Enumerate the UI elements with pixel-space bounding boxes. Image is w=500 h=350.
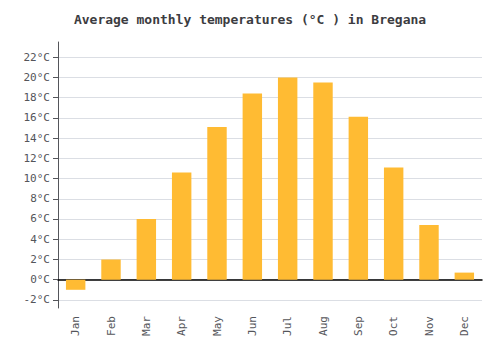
svg-text:0°C: 0°C xyxy=(30,273,50,286)
svg-text:22°C: 22°C xyxy=(24,51,51,64)
svg-text:-2°C: -2°C xyxy=(24,293,51,306)
svg-text:Apr: Apr xyxy=(175,316,188,336)
svg-text:Jan: Jan xyxy=(69,316,82,336)
svg-text:18°C: 18°C xyxy=(24,91,51,104)
svg-text:Sep: Sep xyxy=(352,316,365,336)
svg-text:Nov: Nov xyxy=(423,316,436,336)
svg-text:Mar: Mar xyxy=(140,316,153,336)
svg-text:16°C: 16°C xyxy=(24,111,51,124)
svg-text:May: May xyxy=(211,316,224,336)
svg-text:10°C: 10°C xyxy=(24,172,51,185)
svg-text:Average monthly temperatures (: Average monthly temperatures (°C ) in Br… xyxy=(74,12,426,27)
svg-text:Dec: Dec xyxy=(458,316,471,336)
svg-text:8°C: 8°C xyxy=(30,192,50,205)
svg-text:Oct: Oct xyxy=(387,316,400,336)
svg-text:Jun: Jun xyxy=(246,316,259,336)
svg-text:4°C: 4°C xyxy=(30,233,50,246)
svg-text:Jul: Jul xyxy=(281,316,294,336)
svg-text:Aug: Aug xyxy=(317,316,330,336)
svg-text:6°C: 6°C xyxy=(30,212,50,225)
svg-text:12°C: 12°C xyxy=(24,152,51,165)
svg-text:20°C: 20°C xyxy=(24,71,51,84)
svg-text:2°C: 2°C xyxy=(30,253,50,266)
svg-text:14°C: 14°C xyxy=(24,132,51,145)
svg-text:Feb: Feb xyxy=(105,316,118,336)
